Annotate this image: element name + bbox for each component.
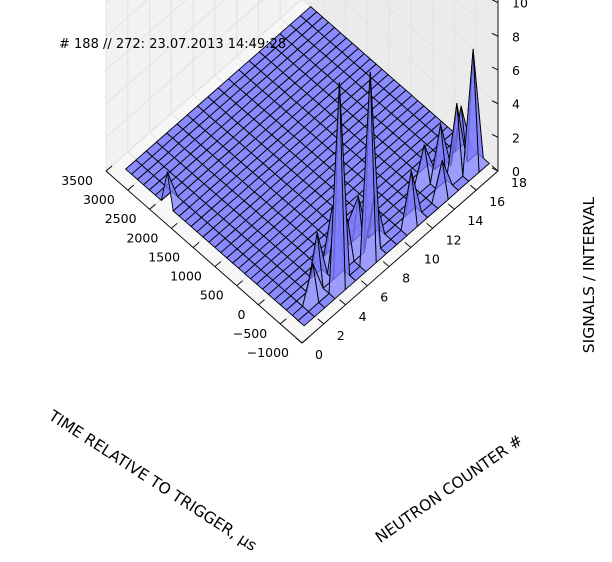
y-tick-label: 2 [337, 328, 345, 343]
x-axis-label: TIME RELATIVE TO TRIGGER, µs [45, 406, 260, 555]
x-tick-mark [279, 318, 287, 325]
y-tick-label: 10 [424, 251, 440, 266]
z-tick-label: 0 [512, 164, 520, 179]
y-tick-mark [295, 337, 303, 344]
y-tick-label: 4 [359, 309, 367, 324]
x-tick-mark [214, 261, 222, 267]
y-tick-label: 16 [489, 194, 505, 209]
x-tick-label: 500 [200, 288, 224, 303]
x-tick-label: −1000 [247, 345, 289, 360]
surface-mesh [125, 6, 490, 327]
y-tick-mark [339, 299, 346, 306]
z-axis-label: SIGNALS / INTERVAL [580, 196, 598, 353]
y-tick-label: 14 [467, 213, 483, 228]
x-tick-label: 2500 [105, 211, 137, 226]
surface-cell [297, 311, 315, 327]
x-tick-label: 3500 [61, 173, 93, 188]
x-tick-label: −500 [233, 326, 267, 341]
y-tick-label: 12 [446, 232, 462, 247]
z-tick-mark [491, 66, 499, 71]
grid-z [105, 0, 499, 138]
y-tick-label: 18 [511, 175, 527, 190]
z-tick-mark [491, 133, 499, 138]
tick-labels: −1000−5000500100015002000250030003500024… [61, 0, 528, 362]
grid-z [105, 0, 499, 71]
z-tick-label: 6 [512, 63, 520, 78]
z-tick-label: 4 [512, 97, 520, 112]
chart-title: # 188 // 272: 23.07.2013 14:49:28 [59, 37, 286, 52]
x-tick-mark [301, 337, 309, 344]
x-tick-label: 0 [237, 307, 245, 322]
y-tick-label: 8 [402, 271, 410, 286]
z-tick-label: 8 [512, 29, 520, 44]
x-tick-mark [149, 203, 156, 210]
grid-z [105, 0, 499, 105]
y-tick-mark [448, 203, 455, 210]
x-tick-mark [171, 222, 178, 229]
y-tick-mark [404, 242, 412, 248]
y-axis-label: NEUTRON COUNTER # [372, 431, 526, 546]
x-tick-mark [258, 299, 265, 306]
x-tick-label: 3000 [83, 192, 115, 207]
x-tick-mark [127, 184, 135, 191]
x-tick-mark [105, 165, 113, 172]
x-tick-label: 2000 [126, 230, 158, 245]
x-tick-mark [192, 242, 200, 248]
z-tick-mark [491, 32, 499, 37]
z-tick-mark [491, 100, 499, 105]
z-tick-label: 10 [512, 0, 528, 11]
x-tick-mark [236, 280, 243, 287]
x-axis-line [105, 170, 303, 344]
y-tick-mark [317, 318, 325, 325]
x-tick-label: 1000 [170, 269, 202, 284]
y-tick-mark [361, 280, 368, 287]
y-tick-mark [382, 261, 390, 267]
z-tick-label: 2 [512, 130, 520, 145]
y-axis-line [301, 170, 499, 344]
y-tick-mark [469, 184, 477, 191]
z-tick-mark [491, 0, 499, 4]
y-tick-label: 0 [315, 347, 323, 362]
z-tick-mark [491, 167, 499, 172]
x-tick-label: 1500 [148, 249, 180, 264]
y-tick-label: 6 [380, 290, 388, 305]
y-tick-mark [426, 222, 433, 229]
